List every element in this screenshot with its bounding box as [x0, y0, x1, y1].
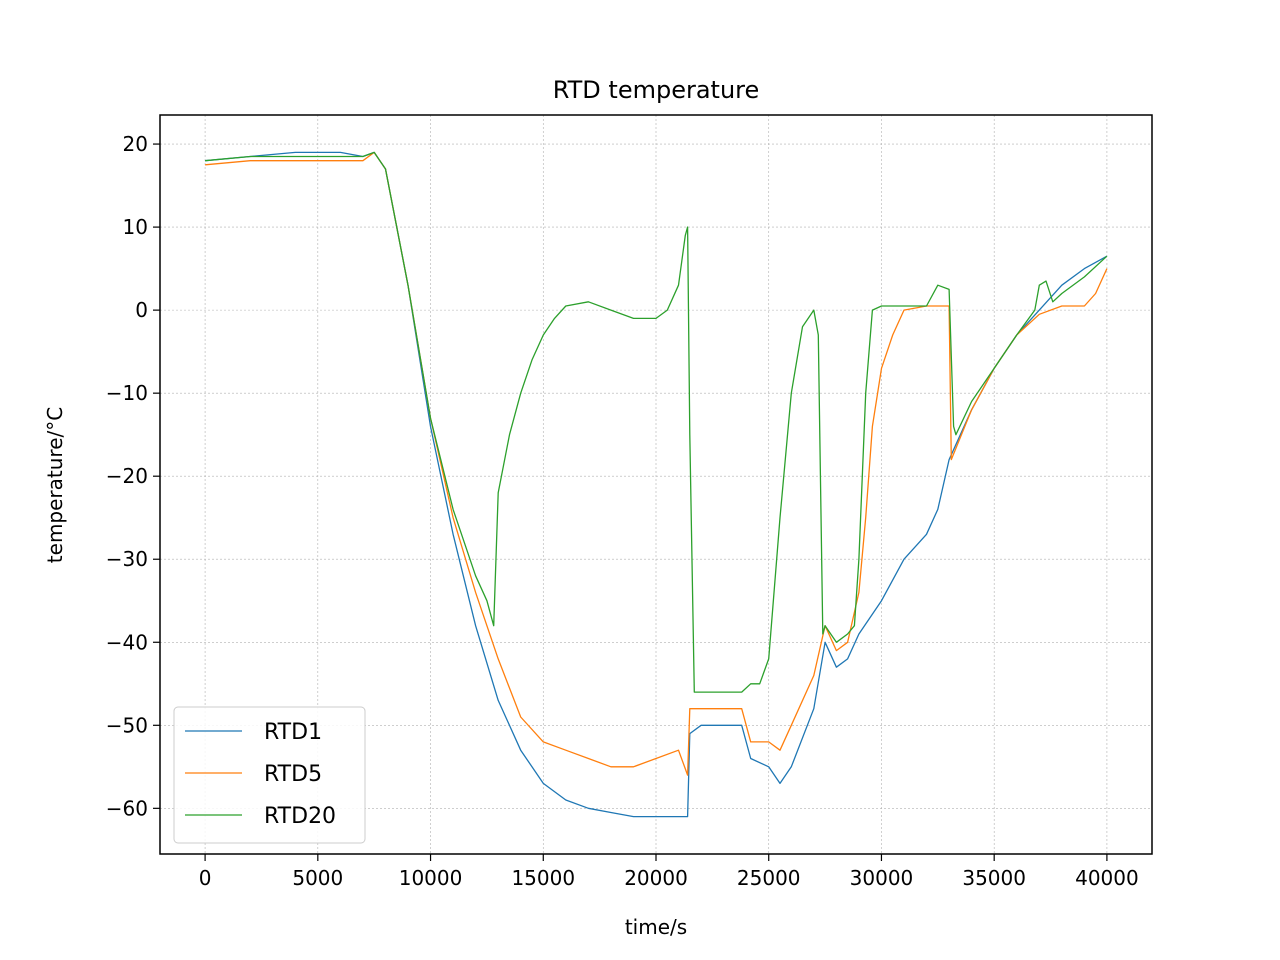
series-lines: [205, 151, 1108, 818]
series-line-rtd1: [205, 151, 1108, 818]
series-line-rtd5: [205, 151, 1108, 776]
y-tick-label: −20: [106, 464, 148, 488]
x-axis-label: time/s: [625, 915, 687, 939]
legend-box: [173, 706, 366, 844]
y-tick-label: −60: [106, 796, 148, 820]
x-tick-label: 35000: [962, 866, 1026, 890]
y-axis-label: temperature/°C: [43, 407, 67, 563]
x-axis-ticks: 0 5000 10000 15000 20000 25000 30000 35000 40000: [199, 854, 1139, 890]
legend-label: RTD5: [264, 762, 322, 787]
x-tick-label: 20000: [624, 866, 688, 890]
x-tick-label: 5000: [292, 866, 343, 890]
legend-label: RTD1: [264, 720, 322, 745]
x-tick-label: 40000: [1075, 866, 1139, 890]
y-tick-label: −30: [106, 547, 148, 571]
series-line-rtd20: [205, 151, 1108, 693]
x-tick-label: 25000: [737, 866, 801, 890]
x-tick-label: 30000: [850, 866, 914, 890]
chart-title: RTD temperature: [553, 76, 760, 104]
y-tick-label: −50: [106, 713, 148, 737]
y-tick-label: −10: [106, 381, 148, 405]
x-tick-label: 15000: [511, 866, 575, 890]
y-tick-label: 20: [123, 132, 148, 156]
x-tick-label: 10000: [399, 866, 463, 890]
y-tick-label: −40: [106, 630, 148, 654]
y-tick-label: 10: [123, 215, 148, 239]
y-tick-label: 0: [135, 298, 148, 322]
x-tick-label: 0: [199, 866, 212, 890]
y-axis-ticks: 20 10 0 −10 −20 −30 −40 −50 −60: [106, 132, 160, 820]
grid-lines: [160, 115, 1152, 854]
legend-label: RTD20: [264, 804, 336, 829]
legend: RTD1 RTD5 RTD20: [173, 706, 366, 844]
